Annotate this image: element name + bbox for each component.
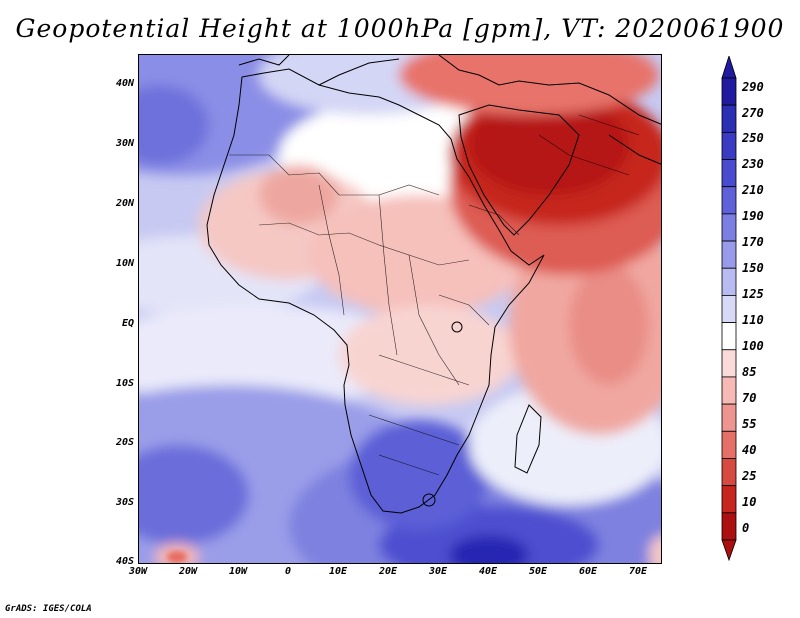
lon-label-20w: 20W <box>178 566 198 577</box>
lat-label-40s: 40S <box>115 556 134 567</box>
colorbar-label-125: 125 <box>742 287 764 301</box>
colorbar-label-270: 270 <box>742 106 764 120</box>
colorbar-swatch <box>721 104 737 133</box>
lon-label-70e: 70E <box>628 566 648 577</box>
lon-label-50e: 50E <box>528 566 548 577</box>
lat-label-20n: 20N <box>115 198 134 209</box>
lon-label-60e: 60E <box>578 566 598 577</box>
geopotential-map <box>139 55 661 563</box>
colorbar-label-150: 150 <box>742 261 764 275</box>
lon-label-10e: 10E <box>328 566 348 577</box>
colorbar-swatch <box>721 240 737 269</box>
colorbar-top-arrow <box>721 56 737 79</box>
colorbar-label-10: 10 <box>742 495 757 509</box>
colorbar-label-0: 0 <box>742 521 750 535</box>
colorbar-label-25: 25 <box>742 469 757 483</box>
colorbar-label-170: 170 <box>742 235 764 249</box>
colorbar-swatch <box>721 295 737 323</box>
grads-credit: GrADS: IGES/COLA <box>5 604 92 614</box>
colorbar-swatch <box>721 213 737 242</box>
colorbar-swatch <box>721 430 737 459</box>
lat-label-30s: 30S <box>115 497 134 508</box>
lon-label-0: 0 <box>284 566 292 577</box>
coastlines <box>206 55 661 514</box>
colorbar-label-85: 85 <box>742 365 757 379</box>
colorbar-swatch <box>721 403 737 432</box>
colorbar-swatch <box>721 131 737 160</box>
lake-victoria <box>451 321 463 333</box>
colorbar-swatch <box>721 267 737 296</box>
colorbar-label-100: 100 <box>742 339 764 353</box>
lon-label-40e: 40E <box>478 566 498 577</box>
country-borders <box>229 114 640 476</box>
colorbar-label-290: 290 <box>742 80 764 94</box>
colorbar-label-55: 55 <box>742 417 757 431</box>
colorbar-label-110: 110 <box>742 313 764 327</box>
lon-label-30w: 30W <box>128 566 148 577</box>
colorbar-label-210: 210 <box>742 183 764 197</box>
colorbar-label-40: 40 <box>742 443 757 457</box>
colorbar-swatch <box>721 485 737 514</box>
lat-label-10s: 10S <box>115 378 134 389</box>
colorbar-swatch <box>721 349 737 378</box>
colorbar-swatch <box>721 458 737 487</box>
colorbar-label-230: 230 <box>742 157 764 171</box>
colorbar-swatch <box>721 376 737 405</box>
colorbar-label-190: 190 <box>742 209 764 223</box>
chart-title: Geopotential Height at 1000hPa [gpm], VT… <box>15 14 785 43</box>
colorbar-swatch <box>721 77 737 106</box>
lon-label-20e: 20E <box>378 566 398 577</box>
colorbar-swatch <box>721 159 737 188</box>
lon-label-30e: 30E <box>428 566 448 577</box>
colorbar-swatch <box>721 512 737 541</box>
colorbar-swatch <box>721 186 737 215</box>
colorbar-label-70: 70 <box>742 391 757 405</box>
lat-label-20s: 20S <box>115 437 134 448</box>
lon-label-10w: 10W <box>228 566 248 577</box>
lat-label-eq: EQ <box>121 318 134 329</box>
lat-label-30n: 30N <box>115 138 134 149</box>
colorbar-swatch <box>721 322 737 351</box>
lat-label-10n: 10N <box>115 258 134 269</box>
colorbar <box>721 56 737 562</box>
map-panel <box>138 54 662 564</box>
colorbar-label-250: 250 <box>742 131 764 145</box>
lat-label-40n: 40N <box>115 78 134 89</box>
colorbar-bottom-arrow <box>721 539 737 562</box>
